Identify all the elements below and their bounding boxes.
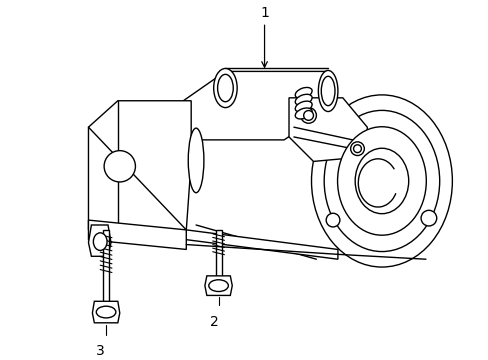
Ellipse shape: [324, 111, 439, 252]
Ellipse shape: [295, 108, 311, 119]
Ellipse shape: [337, 127, 426, 235]
Ellipse shape: [295, 87, 311, 98]
Ellipse shape: [188, 128, 203, 193]
Polygon shape: [103, 230, 109, 303]
Ellipse shape: [295, 94, 311, 105]
Text: 1: 1: [260, 5, 268, 67]
Ellipse shape: [354, 148, 408, 214]
Text: 3: 3: [96, 344, 104, 358]
Polygon shape: [88, 220, 186, 249]
Text: 2: 2: [210, 315, 219, 329]
Polygon shape: [88, 101, 191, 230]
Ellipse shape: [217, 75, 233, 102]
Polygon shape: [186, 230, 337, 259]
Ellipse shape: [96, 306, 116, 318]
Polygon shape: [288, 98, 366, 161]
Ellipse shape: [318, 71, 337, 112]
Ellipse shape: [104, 150, 135, 182]
Ellipse shape: [213, 68, 237, 108]
Ellipse shape: [420, 210, 436, 226]
Ellipse shape: [295, 101, 311, 112]
Ellipse shape: [300, 108, 316, 123]
Ellipse shape: [321, 76, 334, 105]
Polygon shape: [183, 71, 327, 140]
Polygon shape: [92, 301, 120, 323]
Ellipse shape: [350, 142, 364, 156]
Polygon shape: [215, 230, 221, 278]
Polygon shape: [204, 276, 232, 296]
Ellipse shape: [325, 213, 339, 227]
Ellipse shape: [353, 145, 361, 153]
Ellipse shape: [303, 111, 313, 120]
Ellipse shape: [93, 233, 107, 251]
Polygon shape: [88, 225, 111, 256]
Ellipse shape: [208, 280, 228, 292]
Ellipse shape: [311, 95, 451, 267]
